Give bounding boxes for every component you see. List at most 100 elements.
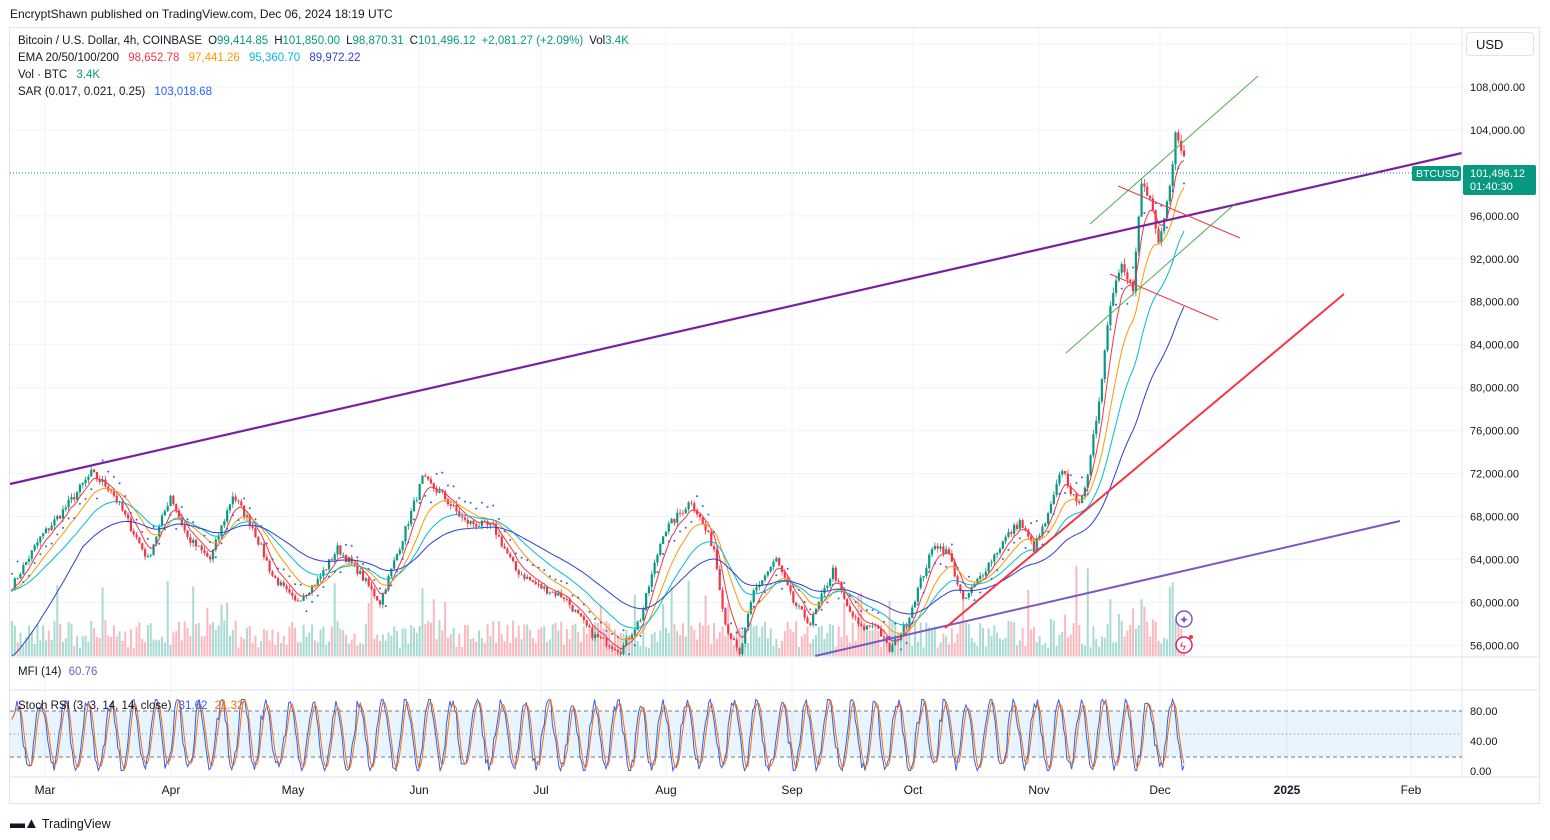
volume-bar <box>59 623 62 656</box>
mfi-label[interactable]: MFI (14) <box>18 666 62 678</box>
sar-dot <box>254 518 257 521</box>
volume-bar <box>1078 624 1081 656</box>
candle-body <box>970 587 973 594</box>
sar-dot <box>1047 530 1050 533</box>
volume-bar <box>908 622 911 656</box>
sar-dot <box>1126 302 1129 305</box>
ema200-line <box>11 306 1185 657</box>
volume-bar <box>1001 639 1004 656</box>
sar-dot <box>141 530 144 533</box>
candle-body <box>129 518 132 531</box>
volume-bar <box>1095 638 1098 656</box>
volume-bar <box>135 626 138 656</box>
sar-dot <box>1013 541 1016 544</box>
volume-bar <box>1064 614 1067 656</box>
currency-button[interactable]: USD <box>1466 32 1534 56</box>
green-channel-lower <box>1065 203 1236 354</box>
sar-dot <box>990 577 993 580</box>
volume-bar <box>817 626 820 656</box>
ema-label[interactable]: EMA 20/50/100/200 <box>18 52 120 64</box>
volume-bar <box>1112 642 1115 656</box>
volume-bar <box>1149 636 1152 656</box>
candle-body <box>393 560 396 569</box>
candle-body <box>330 559 333 561</box>
time-tick-label: Dec <box>1149 783 1170 797</box>
vol-btc-label[interactable]: Vol · BTC <box>18 69 68 81</box>
candle-body <box>681 513 685 514</box>
volume-bar <box>543 625 546 656</box>
candle-body <box>741 643 744 655</box>
volume-bar <box>642 623 645 656</box>
stoch-legend: Stoch RSI (3, 3, 14, 14, close) 31.62 21… <box>18 700 243 712</box>
volume-bar <box>472 638 475 656</box>
candle-body <box>415 499 418 501</box>
footer-brand[interactable]: ▬▲ TradingView <box>10 815 111 832</box>
event-icon-2[interactable] <box>1175 636 1193 654</box>
event-icon-1[interactable] <box>1175 610 1193 628</box>
candle-body <box>775 558 778 562</box>
volume-bar <box>1024 645 1027 656</box>
sar-label[interactable]: SAR (0.017, 0.021, 0.25) <box>18 86 146 98</box>
volume-bar <box>882 628 885 656</box>
sar-dot <box>152 525 155 528</box>
sar-dot <box>220 542 223 545</box>
candle-body <box>562 597 566 600</box>
sar-dot <box>650 589 653 592</box>
sar-dot <box>135 518 138 521</box>
candle-body <box>1134 251 1137 292</box>
candle-body <box>22 565 25 575</box>
volume-bar <box>401 628 404 656</box>
volume-bar <box>483 642 486 656</box>
volume-bar <box>710 644 713 656</box>
volume-bar <box>209 624 212 656</box>
symbol-title[interactable]: Bitcoin / U.S. Dollar, 4h, COINBASE <box>18 35 203 47</box>
sar-dot <box>616 636 619 639</box>
price-axis-labels: 112,000.00108,000.00104,000.0096,000.009… <box>1470 39 1525 652</box>
candle-body <box>480 520 484 527</box>
volume-bar <box>274 644 277 656</box>
volume-bar <box>152 639 155 656</box>
stoch-d-line <box>11 698 1185 772</box>
volume-bar <box>772 646 775 656</box>
candle-body <box>1058 474 1061 484</box>
candle-body <box>197 545 200 547</box>
volume-bar <box>243 639 246 656</box>
sar-dot <box>984 587 987 590</box>
candle-body <box>659 543 662 555</box>
candle-body <box>1021 520 1024 528</box>
volume-bar <box>47 630 50 656</box>
candle-body <box>376 596 379 601</box>
volume-bar <box>393 626 396 656</box>
volume-bar <box>1115 642 1118 656</box>
mfi-legend: MFI (14) 60.76 <box>18 666 97 678</box>
volume-bar <box>322 626 325 656</box>
close-value: 101,496.12 <box>417 35 476 47</box>
volume-bar <box>288 626 291 656</box>
volume-bar <box>973 642 976 656</box>
sar-dot <box>826 601 829 604</box>
candle-body <box>599 637 602 638</box>
candle-body <box>407 524 410 526</box>
candle-body <box>528 576 532 581</box>
sar-dot <box>1132 266 1135 269</box>
volume-bar <box>1109 599 1112 656</box>
volume-bar <box>585 633 588 656</box>
volume-bar <box>1052 620 1055 656</box>
volume-bar <box>245 628 248 656</box>
sar-dot <box>379 587 382 590</box>
volume-bar <box>158 640 161 656</box>
candle-body <box>812 614 815 625</box>
candle-body <box>327 559 331 570</box>
volume-bar <box>1047 647 1050 656</box>
volume-bar <box>738 627 741 656</box>
tradingview-logo-icon: ▬▲ <box>10 815 39 832</box>
volume-bar <box>311 624 314 656</box>
candle-body <box>981 575 985 577</box>
candle-body <box>302 596 305 601</box>
price-tick-label: 76,000.00 <box>1470 426 1519 438</box>
purple-trendline-long <box>9 151 1463 486</box>
volume-bar <box>495 642 498 656</box>
parabolic-sar-dots <box>11 167 1185 656</box>
stoch-label[interactable]: Stoch RSI (3, 3, 14, 14, close) <box>18 700 172 712</box>
